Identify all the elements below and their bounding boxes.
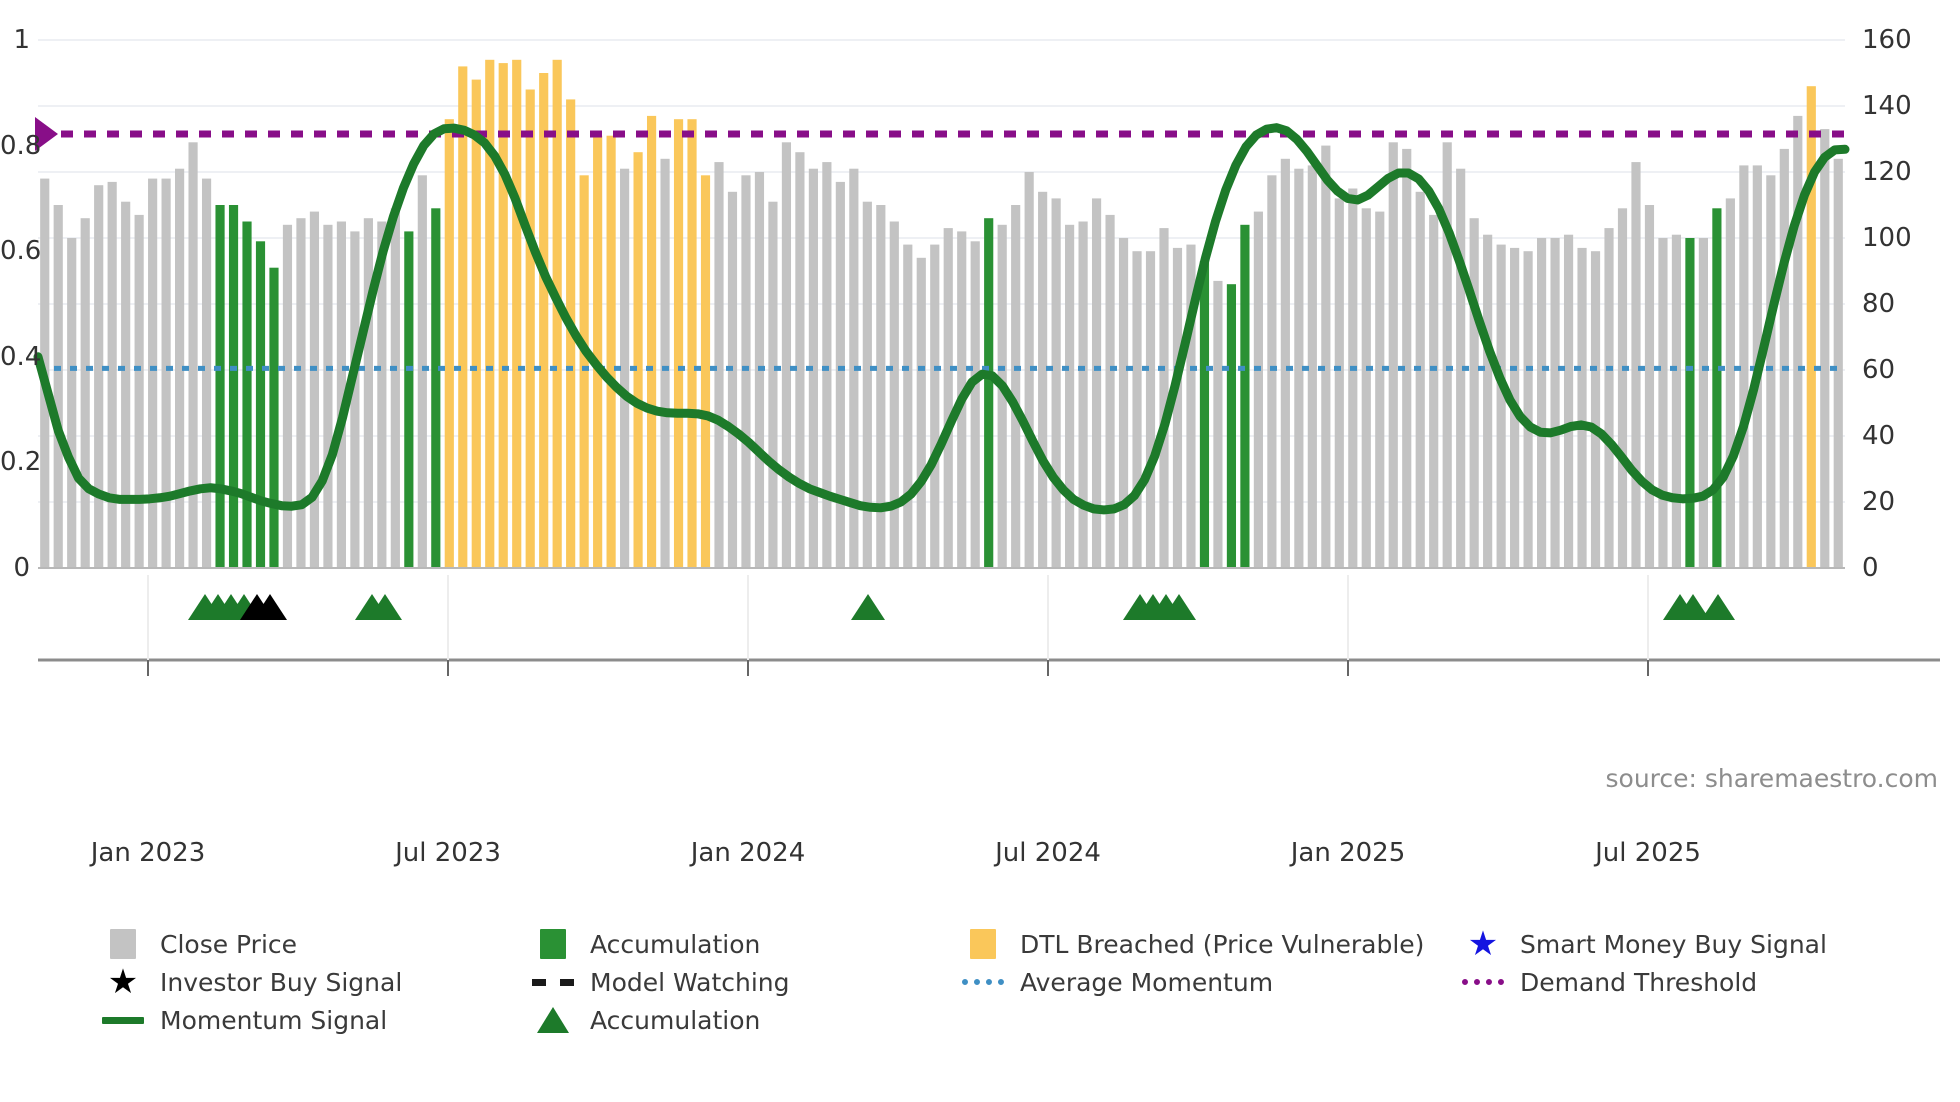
legend-star-icon: ★ bbox=[107, 962, 139, 1002]
legend-dotted-line-icon bbox=[1462, 979, 1504, 985]
x-axis-tick: Jan 2025 bbox=[1290, 838, 1406, 868]
y-axis-left-tick: 0.8 bbox=[0, 130, 42, 161]
legend-swatch-triangle bbox=[530, 1007, 576, 1033]
legend-swatch-line bbox=[100, 1016, 146, 1024]
y-axis-right-tick: 60 bbox=[1862, 355, 1896, 385]
x-axis-tick: Jan 2024 bbox=[690, 838, 806, 868]
legend-item[interactable]: Demand Threshold bbox=[1460, 968, 1890, 997]
y-axis-left-tick: 0.4 bbox=[0, 341, 42, 372]
legend-swatch-star: ★ bbox=[1460, 924, 1506, 964]
y-axis-left-tick: 0 bbox=[13, 553, 30, 583]
y-axis-right-tick: 120 bbox=[1862, 157, 1912, 187]
x-axis-tick: Jul 2025 bbox=[1595, 838, 1701, 868]
legend-item[interactable]: ★ Smart Money Buy Signal bbox=[1460, 924, 1890, 964]
legend-item[interactable]: Accumulation bbox=[530, 1006, 960, 1035]
y-axis-left-tick: 0.2 bbox=[0, 447, 42, 478]
legend-label: Average Momentum bbox=[1020, 967, 1274, 997]
legend-item[interactable]: ★ Investor Buy Signal bbox=[100, 962, 530, 1002]
y-axis-right-tick: 100 bbox=[1862, 223, 1912, 253]
legend-swatch-dashed bbox=[530, 978, 576, 986]
chart-legend: Close Price Accumulation DTL Breached (Pri… bbox=[100, 925, 1930, 1039]
legend-item[interactable]: DTL Breached (Price Vulnerable) bbox=[960, 929, 1460, 959]
legend-swatch-dotted bbox=[1460, 979, 1506, 985]
y-axis-right-tick: 160 bbox=[1862, 25, 1912, 55]
accumulation-markers bbox=[188, 594, 1735, 620]
y-axis-left-tick: 0.6 bbox=[0, 236, 42, 267]
legend-item[interactable]: Momentum Signal bbox=[100, 1006, 530, 1035]
y-axis-right-tick: 0 bbox=[1862, 553, 1879, 583]
y-axis-left-tick: 1 bbox=[13, 25, 30, 55]
legend-square-icon bbox=[110, 929, 136, 959]
source-attribution: source: sharemaestro.com bbox=[1605, 764, 1939, 793]
legend-swatch-square bbox=[960, 929, 1006, 959]
legend-triangle-icon bbox=[537, 1007, 569, 1033]
legend-label: Close Price bbox=[160, 929, 298, 959]
legend-swatch-dotted bbox=[960, 979, 1006, 985]
y-axis-right-tick: 140 bbox=[1862, 91, 1912, 121]
close-price-bars bbox=[40, 59, 1843, 569]
legend-label: Accumulation bbox=[590, 1005, 761, 1035]
reference-lines bbox=[35, 116, 1845, 371]
y-axis-right-tick: 80 bbox=[1862, 289, 1896, 319]
legend-label: Model Watching bbox=[590, 967, 790, 997]
legend-item[interactable]: Close Price bbox=[100, 929, 530, 959]
x-axis-tick: Jul 2023 bbox=[395, 838, 501, 868]
momentum-signal-line bbox=[33, 123, 1850, 515]
y-axis-right-tick: 40 bbox=[1862, 421, 1896, 451]
legend-solid-line-icon bbox=[102, 1016, 144, 1024]
x-axis-tick: Jan 2023 bbox=[90, 838, 206, 868]
legend-square-icon bbox=[970, 929, 996, 959]
legend-label: Demand Threshold bbox=[1520, 967, 1758, 997]
legend-item[interactable]: Model Watching bbox=[530, 968, 960, 997]
legend-label: Investor Buy Signal bbox=[160, 967, 403, 997]
legend-label: Accumulation bbox=[590, 929, 761, 959]
legend-dotted-line-icon bbox=[962, 979, 1004, 985]
legend-label: DTL Breached (Price Vulnerable) bbox=[1020, 929, 1425, 959]
legend-square-icon bbox=[540, 929, 566, 959]
legend-item[interactable]: Average Momentum bbox=[960, 968, 1460, 997]
legend-item[interactable]: Accumulation bbox=[530, 929, 960, 959]
x-axis-tick: Jul 2024 bbox=[995, 838, 1101, 868]
legend-star-icon: ★ bbox=[1467, 924, 1499, 964]
legend-swatch-square bbox=[530, 929, 576, 959]
axis-lines bbox=[38, 567, 1940, 676]
legend-swatch-square bbox=[100, 929, 146, 959]
legend-swatch-star: ★ bbox=[100, 962, 146, 1002]
y-axis-right-tick: 20 bbox=[1862, 487, 1896, 517]
legend-dashed-line-icon bbox=[532, 978, 574, 986]
legend-label: Momentum Signal bbox=[160, 1005, 388, 1035]
gridlines bbox=[38, 39, 1845, 569]
legend-label: Smart Money Buy Signal bbox=[1520, 929, 1827, 959]
